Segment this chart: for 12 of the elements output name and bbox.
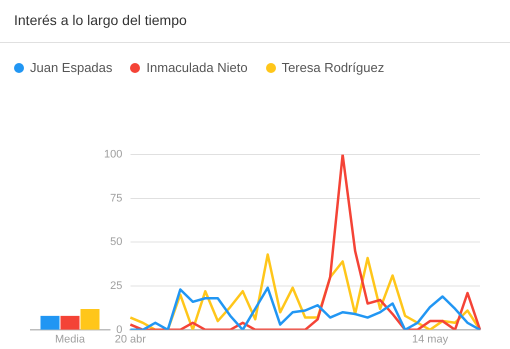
y-tick-label: 50: [110, 236, 122, 248]
legend-label: Teresa Rodríguez: [282, 60, 384, 75]
legend-label: Inmaculada Nieto: [146, 60, 248, 75]
legend-label: Juan Espadas: [30, 60, 112, 75]
y-tick-label: 100: [104, 148, 122, 161]
x-tick-label: 14 may: [412, 333, 449, 346]
x-tick-label: 20 abr: [114, 333, 146, 346]
chart-title: Interés a lo largo del tiempo: [14, 12, 187, 28]
x-tick-label: Media: [55, 333, 86, 346]
y-tick-label: 0: [116, 324, 122, 336]
y-tick-label: 25: [110, 280, 122, 292]
y-tick-label: 75: [110, 192, 122, 204]
